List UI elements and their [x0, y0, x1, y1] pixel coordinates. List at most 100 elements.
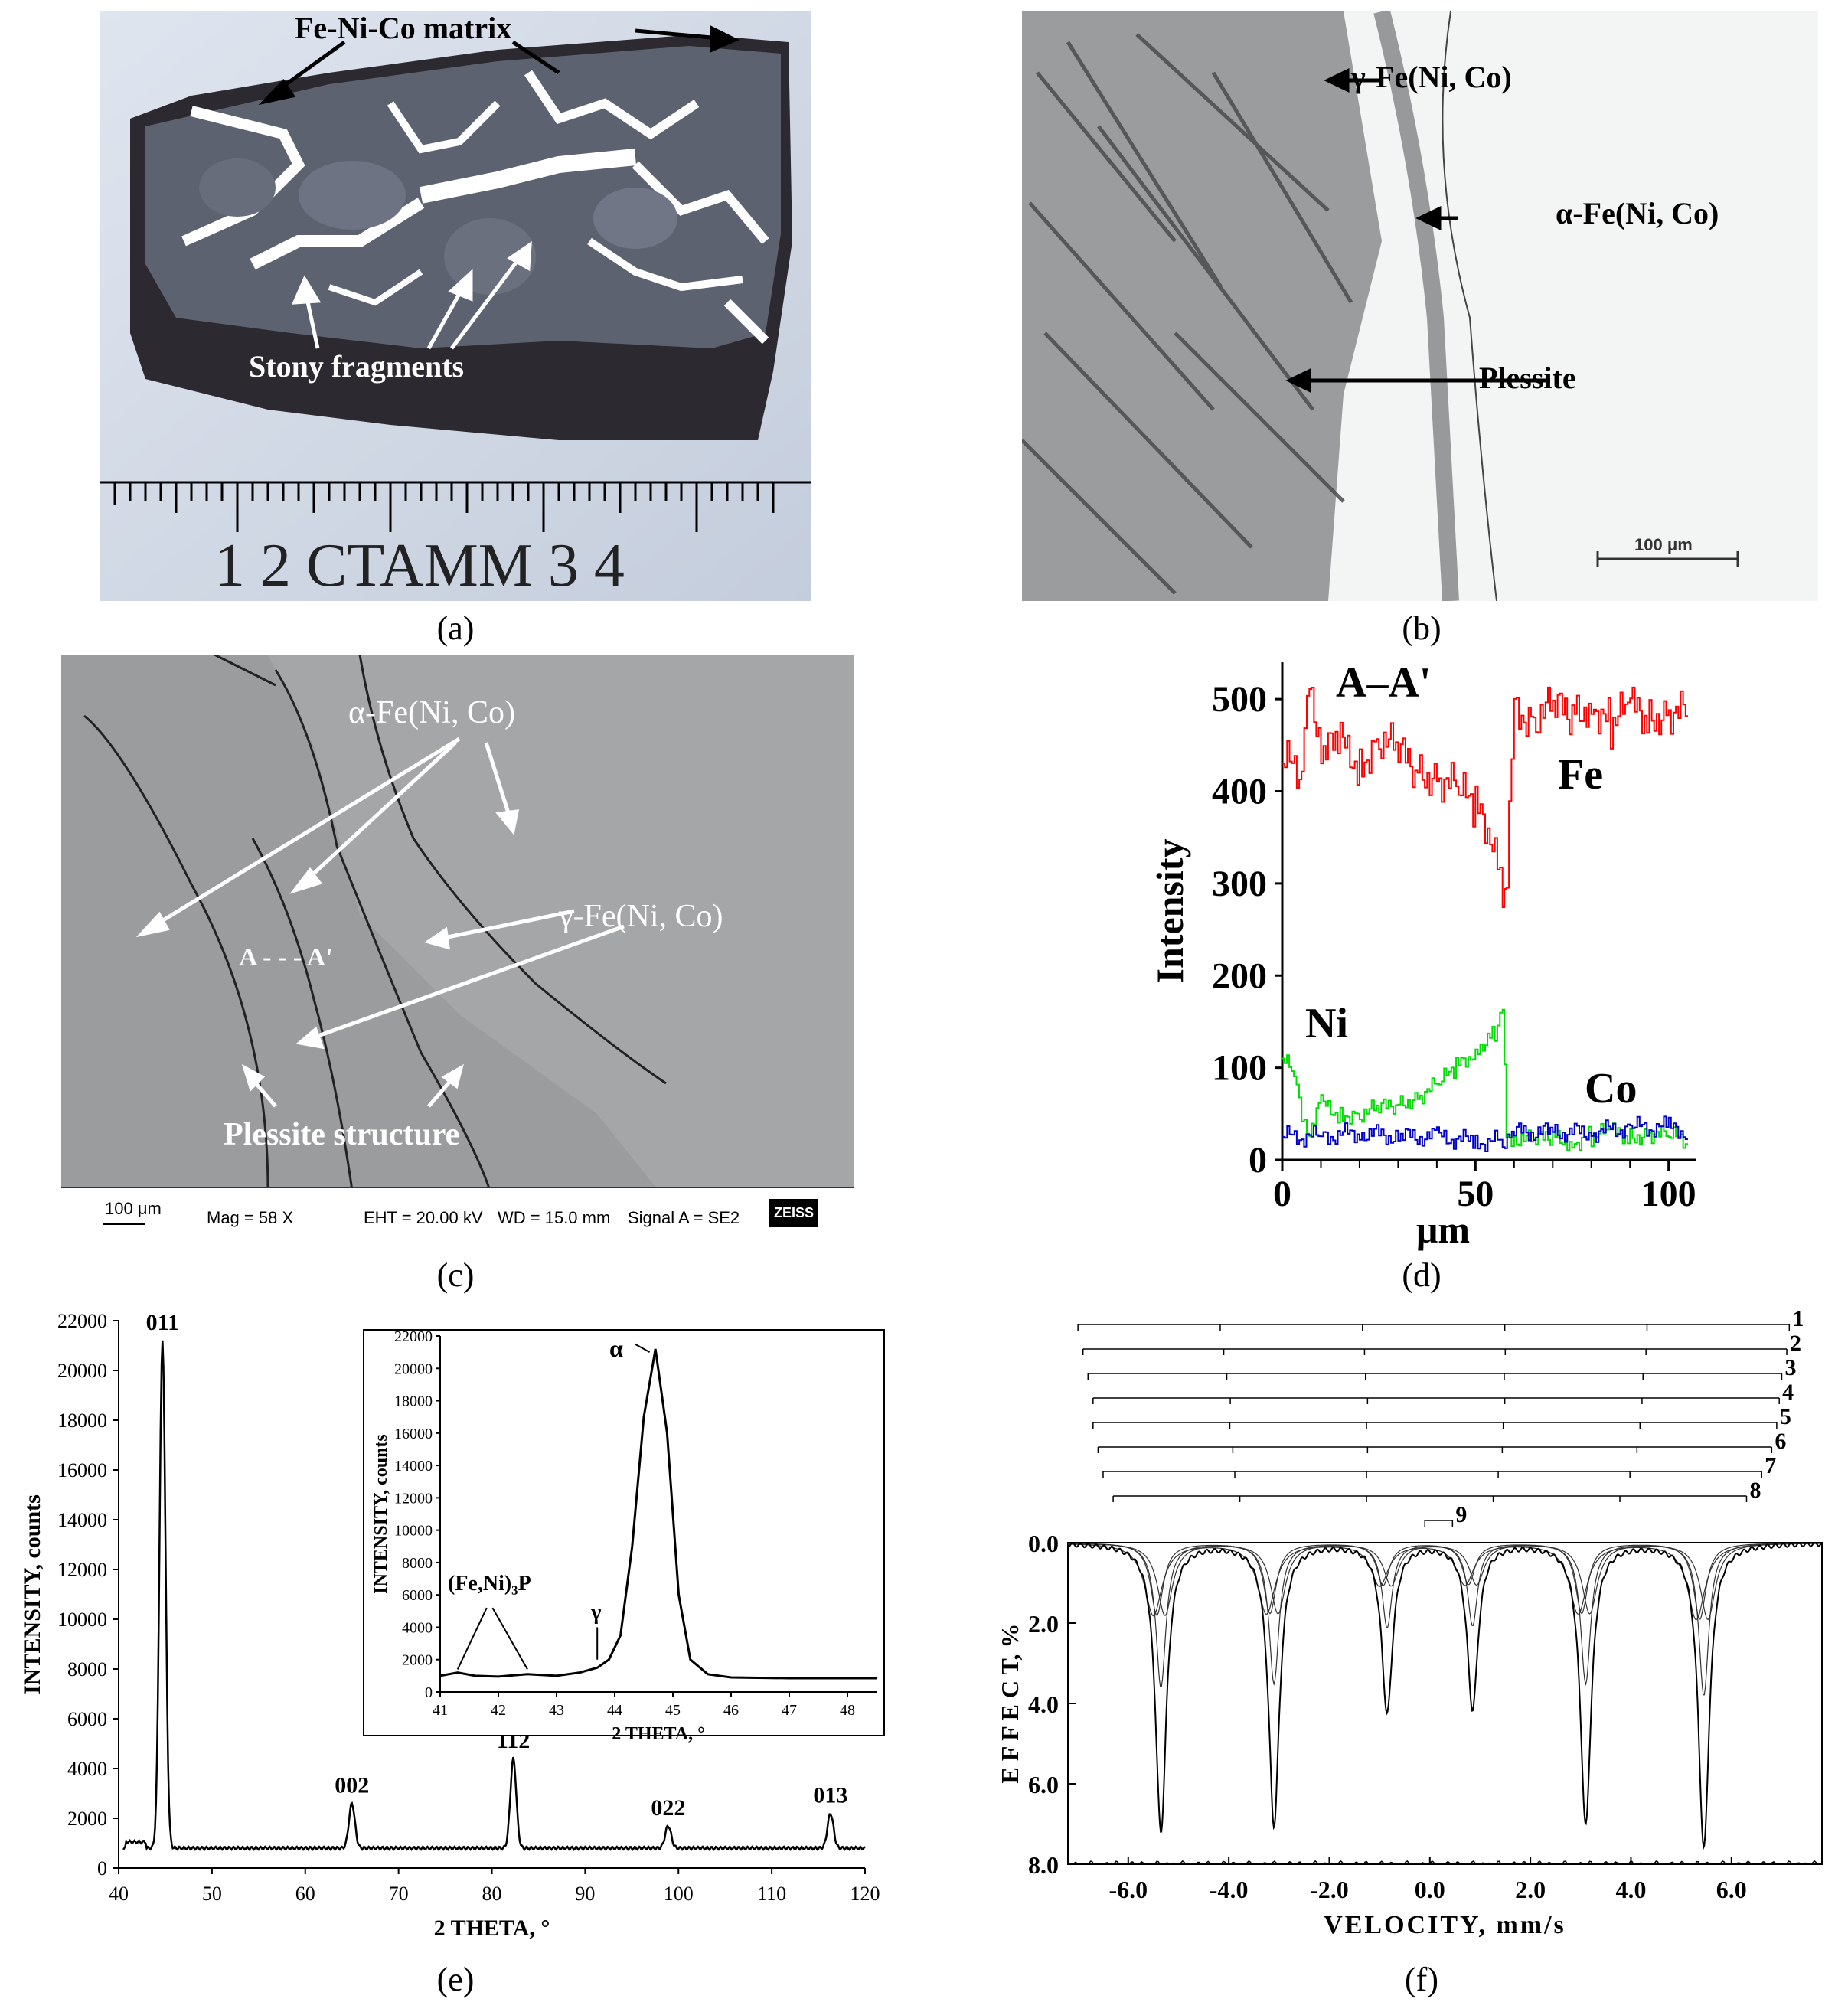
inset-x-tick-label: 41 — [433, 1702, 448, 1719]
x-tick-label: 0 — [1273, 1174, 1291, 1214]
inset-arrow-phosphide-2 — [491, 1607, 528, 1670]
x-tick-label: 80 — [482, 1883, 502, 1905]
inset-x-tick-label: 45 — [665, 1702, 681, 1719]
y-axis-label: E F F E C T, % — [996, 1624, 1024, 1784]
subspectrum-label-3: 3 — [1784, 1355, 1796, 1380]
mossbauer-chart: 0.0 2.0 4.0 6.0 8.0 -6.0 -4.0 -2.0 0.0 2.0 4.0 6.0 V… — [996, 1306, 1823, 1939]
x-tick-label: -2.0 — [1310, 1876, 1349, 1903]
panel-f-chart: 0.0 2.0 4.0 6.0 8.0 -6.0 -4.0 -2.0 0.0 2.0 4.0 6.0 V… — [988, 1306, 1837, 1960]
x-tick-label: -6.0 — [1108, 1876, 1148, 1903]
x-axis-label: VELOCITY, mm/s — [1324, 1911, 1566, 1939]
chart-title: A–A' — [1336, 659, 1431, 707]
subspectrum-label-6: 6 — [1775, 1429, 1786, 1454]
spectrum-fit — [1067, 1542, 1823, 1850]
label-gamma-fe-sem: γ-Fe(Ni, Co) — [559, 899, 723, 934]
meteorite-photo: 1 2 CTAMM 3 4 — [100, 11, 811, 601]
inset-x-tick-label: 48 — [840, 1702, 855, 1719]
y-tick-label: 4000 — [67, 1758, 107, 1780]
y-tick-label: 12000 — [57, 1559, 107, 1581]
inset-label-gamma: γ — [590, 1601, 601, 1625]
inset-trace — [439, 1348, 877, 1680]
subspectrum-label-4: 4 — [1782, 1380, 1794, 1405]
inset-frame — [363, 1329, 885, 1736]
y-tick-label: 20000 — [57, 1360, 107, 1382]
xrd-trace — [122, 1340, 866, 1851]
sem-scale: 100 μm — [105, 1199, 162, 1218]
peak-label-022: 022 — [651, 1795, 685, 1821]
label-plessite: Plessite — [1479, 361, 1576, 395]
inset-y-axis-label: INTENSITY, counts — [371, 1434, 391, 1594]
series-label-ni: Ni — [1305, 1000, 1348, 1047]
panel-d-chart: 0 100 200 300 400 500 0 50 100 μm Intensity A–A' Fe N… — [1125, 655, 1722, 1252]
subspectrum-label-8: 8 — [1750, 1478, 1761, 1503]
caption-c: (c) — [436, 1256, 475, 1294]
caption-a: (a) — [436, 609, 475, 647]
scale-bar-label: 100 μm — [1634, 535, 1693, 554]
x-tick-label: 60 — [295, 1883, 315, 1905]
label-stony-fragments: Stony fragments — [249, 349, 465, 384]
x-tick-label: 2.0 — [1515, 1876, 1546, 1903]
y-axis-label: INTENSITY, counts — [20, 1494, 45, 1694]
series-label-fe: Fe — [1558, 751, 1603, 799]
y-tick-label: 0 — [97, 1857, 107, 1880]
label-gamma-fe: γ-Fe(Ni, Co) — [1351, 60, 1512, 94]
caption-f: (f) — [1405, 1961, 1438, 1998]
peak-label-013: 013 — [813, 1783, 847, 1808]
inset-y-tick-label: 2000 — [402, 1652, 433, 1669]
panel-a-arrows — [258, 24, 740, 106]
x-tick-label: 40 — [109, 1883, 129, 1905]
residual-trace — [1067, 1860, 1820, 1865]
inset-x-tick-label: 46 — [723, 1702, 739, 1719]
inset-x-tick-label: 42 — [491, 1702, 506, 1719]
y-axis-label: Intensity — [1148, 839, 1191, 984]
caption-b: (b) — [1402, 609, 1442, 647]
y-tick-label: 2000 — [67, 1808, 107, 1830]
x-tick-label: 70 — [389, 1883, 409, 1905]
y-tick-label: 100 — [1212, 1048, 1267, 1089]
y-tick-label: 300 — [1212, 864, 1267, 904]
series-line-co — [1282, 1115, 1688, 1152]
x-axis-label: 2 THETA, ° — [434, 1916, 550, 1941]
label-fe-ni-co-matrix: Fe-Ni-Co matrix — [295, 11, 512, 45]
peak-label-011: 011 — [146, 1310, 179, 1335]
inset-y-tick-label: 12000 — [394, 1490, 433, 1507]
inset-x-tick-label: 43 — [549, 1702, 564, 1719]
y-tick-label: 200 — [1212, 955, 1267, 996]
inset-y-tick-label: 4000 — [402, 1619, 433, 1636]
y-tick-label: 22000 — [57, 1310, 107, 1332]
sem-mag: Mag = 58 X — [207, 1208, 294, 1227]
caption-e: (e) — [436, 1961, 475, 1998]
subspectrum-label-9: 9 — [1455, 1502, 1467, 1527]
y-tick-label: 0.0 — [1028, 1530, 1059, 1557]
y-tick-label: 8000 — [67, 1658, 107, 1680]
inset-arrow-phosphide-1 — [456, 1607, 488, 1670]
inset-y-tick-label: 16000 — [394, 1426, 433, 1442]
ruler-numbers: 1 2 CTAMM 3 4 — [214, 532, 625, 599]
sem-scale-bar — [103, 1223, 145, 1225]
zeiss-logo: ZEISS — [769, 1199, 819, 1227]
y-tick-label: 6000 — [67, 1708, 107, 1730]
y-tick-label: 8.0 — [1028, 1851, 1059, 1879]
y-tick-label: 18000 — [57, 1409, 107, 1432]
y-tick-label: 6.0 — [1028, 1771, 1059, 1798]
peak-label-002: 002 — [335, 1773, 369, 1798]
sem-signal: Signal A = SE2 — [628, 1208, 740, 1227]
x-tick-label: 90 — [575, 1883, 595, 1905]
x-tick-label: -4.0 — [1210, 1876, 1249, 1903]
inset-label-alpha: α — [609, 1334, 623, 1362]
inset-x-tick-label: 47 — [782, 1702, 797, 1719]
inset-y-tick-label: 20000 — [394, 1360, 433, 1377]
ruler-ticks — [113, 482, 775, 532]
inset-x-axis-label: 2 THETA, ° — [612, 1724, 704, 1744]
y-tick-label: 16000 — [57, 1459, 107, 1481]
inset-y-tick-label: 22000 — [394, 1328, 433, 1345]
sem-info-bar: 100 μm Mag = 58 X EHT = 20.00 kV WD = 15… — [61, 1187, 854, 1248]
label-alpha-fe-sem: α-Fe(Ni, Co) — [348, 695, 515, 730]
series-line-fe — [1282, 686, 1688, 908]
plessite-micrograph — [1020, 9, 1818, 602]
inset-y-tick-label: 14000 — [394, 1458, 433, 1475]
x-tick-label: 50 — [202, 1883, 222, 1905]
panel-b-micrograph: γ-Fe(Ni, Co) α-Fe(Ni, Co) Plessite 100 μ… — [1020, 9, 1818, 602]
x-tick-label: 100 — [664, 1883, 694, 1905]
x-tick-label: 4.0 — [1615, 1876, 1646, 1903]
